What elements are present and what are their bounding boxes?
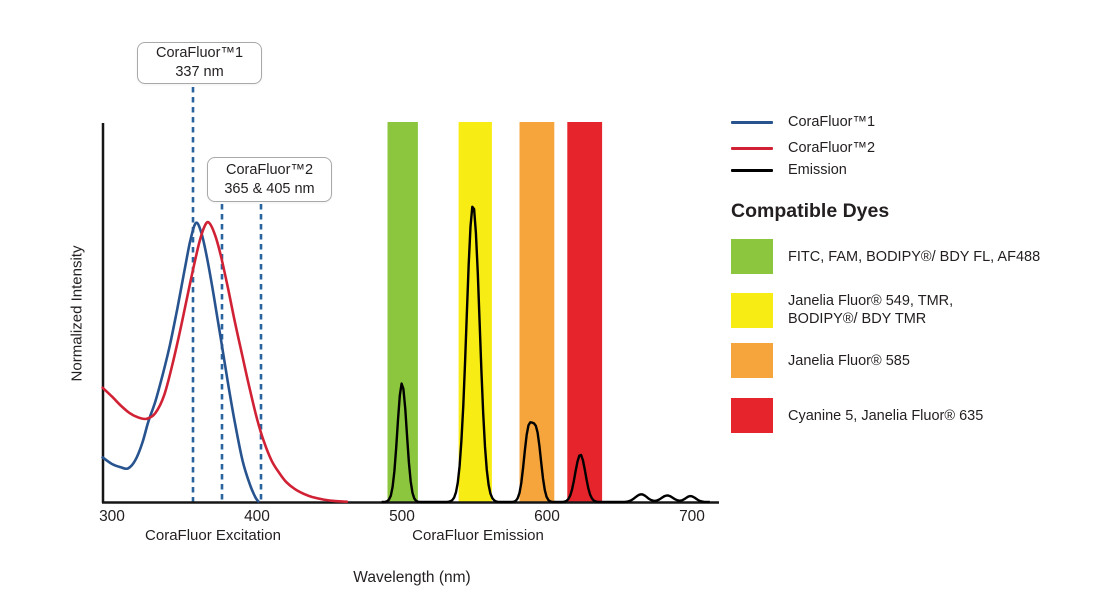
dye-row-orange: Janelia Fluor® 585 <box>731 343 910 378</box>
dye-label: FITC, FAM, BODIPY®/ BDY FL, AF488 <box>788 248 1041 265</box>
legend-item-corafluor1: CoraFluor™1 <box>731 112 875 132</box>
red-band-swatch <box>731 398 773 433</box>
x-tick-300: 300 <box>99 508 125 525</box>
emission-axis-label: CoraFluor Emission <box>412 527 544 544</box>
legend-label: CoraFluor™2 <box>788 140 876 156</box>
legend-item-emission: Emission <box>731 160 847 180</box>
callout-corafluor1-title: CoraFluor™1 <box>155 45 244 61</box>
filter-band-0 <box>387 122 418 502</box>
filter-band-1 <box>458 122 492 502</box>
callout-corafluor1-value: 337 nm <box>175 64 224 80</box>
green-band-swatch <box>731 239 773 274</box>
legend-item-corafluor2: CoraFluor™2 <box>731 138 875 158</box>
compatible-dyes-heading: Compatible Dyes <box>731 200 890 222</box>
x-tick-700: 700 <box>679 508 705 525</box>
corafluor1-line-swatch <box>731 120 773 124</box>
emission-curve <box>381 205 710 504</box>
excitation-axis-label: CoraFluor Excitation <box>145 527 281 544</box>
emission-line-swatch <box>731 168 773 172</box>
x-tick-500: 500 <box>389 508 415 525</box>
dye-label: Janelia Fluor® 549, TMR, BODIPY®/ BDY TM… <box>788 293 954 327</box>
excitation-curve-1 <box>101 221 260 503</box>
dye-row-red: Cyanine 5, Janelia Fluor® 635 <box>731 398 983 433</box>
legend-label: CoraFluor™1 <box>788 114 876 130</box>
callout-corafluor1: CoraFluor™1 337 nm <box>137 42 262 84</box>
dye-label: Cyanine 5, Janelia Fluor® 635 <box>788 407 984 424</box>
dye-label: Janelia Fluor® 585 <box>788 352 910 369</box>
yellow-band-swatch <box>731 292 773 328</box>
x-axis-label: Wavelength (nm) <box>353 569 471 586</box>
x-tick-400: 400 <box>244 508 270 525</box>
dye-row-yellow: Janelia Fluor® 549, TMR, BODIPY®/ BDY TM… <box>731 292 953 328</box>
excitation-curve-2 <box>101 220 349 503</box>
orange-band-swatch <box>731 343 773 378</box>
y-axis-label: Normalized Intensity <box>68 245 86 381</box>
filter-band-3 <box>567 122 603 502</box>
callout-corafluor2: CoraFluor™2 365 & 405 nm <box>207 157 332 202</box>
dye-row-green: FITC, FAM, BODIPY®/ BDY FL, AF488 <box>731 239 1040 274</box>
callout-corafluor2-title: CoraFluor™2 <box>225 161 314 178</box>
callout-corafluor2-value: 365 & 405 nm <box>224 180 315 197</box>
corafluor2-line-swatch <box>731 146 773 150</box>
x-tick-600: 600 <box>534 508 560 525</box>
legend-label: Emission <box>788 162 847 178</box>
